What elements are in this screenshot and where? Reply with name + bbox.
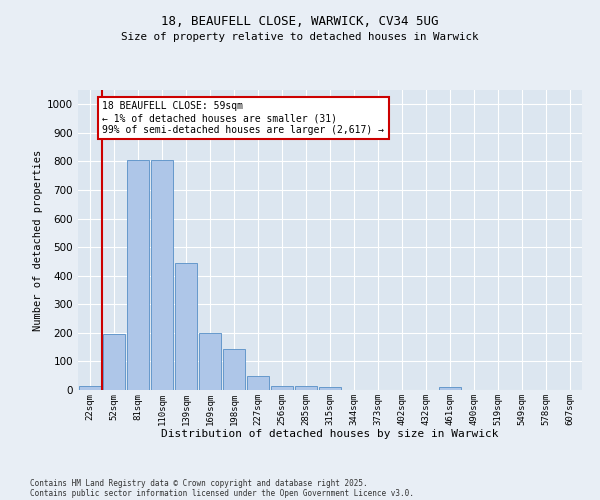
Text: Contains public sector information licensed under the Open Government Licence v3: Contains public sector information licen… <box>30 488 414 498</box>
Bar <box>223 348 245 390</box>
Bar <box>439 387 461 390</box>
Text: Contains HM Land Registry data © Crown copyright and database right 2025.: Contains HM Land Registry data © Crown c… <box>30 478 368 488</box>
Bar <box>127 160 149 390</box>
Bar <box>151 160 173 390</box>
Text: Size of property relative to detached houses in Warwick: Size of property relative to detached ho… <box>121 32 479 42</box>
Bar <box>319 387 341 390</box>
Bar <box>199 333 221 390</box>
Bar <box>247 376 269 390</box>
Text: 18 BEAUFELL CLOSE: 59sqm
← 1% of detached houses are smaller (31)
99% of semi-de: 18 BEAUFELL CLOSE: 59sqm ← 1% of detache… <box>103 102 385 134</box>
Bar <box>295 386 317 390</box>
X-axis label: Distribution of detached houses by size in Warwick: Distribution of detached houses by size … <box>161 429 499 439</box>
Text: 18, BEAUFELL CLOSE, WARWICK, CV34 5UG: 18, BEAUFELL CLOSE, WARWICK, CV34 5UG <box>161 15 439 28</box>
Bar <box>271 386 293 390</box>
Y-axis label: Number of detached properties: Number of detached properties <box>33 150 43 330</box>
Bar <box>79 386 101 390</box>
Bar <box>175 263 197 390</box>
Bar <box>103 334 125 390</box>
